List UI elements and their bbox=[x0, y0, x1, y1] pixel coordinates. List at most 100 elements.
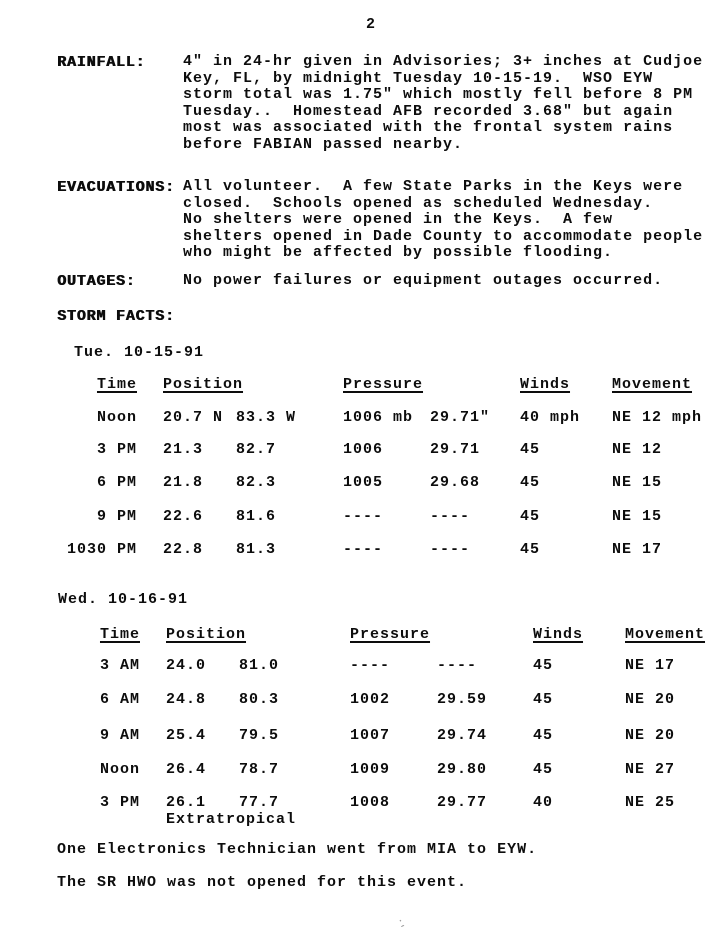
table-row: 9 AM 25.4 79.5 1007 29.74 45 NE 20 bbox=[60, 727, 708, 744]
cell-latitude: 24.0 bbox=[166, 657, 207, 674]
cell-latitude: 21.3 bbox=[163, 441, 204, 458]
cell-pressure-inches: 29.80 bbox=[437, 761, 488, 778]
table-row: 3 PM 21.3 82.7 1006 29.71 45 NE 12 bbox=[57, 441, 708, 458]
table-row: 6 AM 24.8 80.3 1002 29.59 45 NE 20 bbox=[60, 691, 708, 708]
column-header-position: Position bbox=[166, 626, 247, 643]
section-label-rainfall: RAINFALL: bbox=[57, 54, 146, 71]
cell-latitude: 24.8 bbox=[166, 691, 207, 708]
cell-winds: 40 mph bbox=[520, 409, 581, 426]
cell-pressure-inches: 29.68 bbox=[430, 474, 481, 491]
cell-pressure-mb: ---- bbox=[343, 541, 384, 558]
cell-time: 3 PM bbox=[96, 441, 137, 458]
column-header-position: Position bbox=[163, 376, 244, 393]
cell-time: Noon bbox=[99, 761, 140, 778]
cell-movement: NE 27 bbox=[625, 761, 676, 778]
cell-time: 9 PM bbox=[96, 508, 137, 525]
table-heading-wednesday: Wed. 10-16-91 bbox=[58, 591, 189, 608]
table-header-row: Time Position Pressure Winds Movement bbox=[60, 626, 708, 643]
cell-pressure-inches: 29.71 bbox=[430, 441, 481, 458]
column-header-winds: Winds bbox=[520, 376, 571, 393]
cell-winds: 45 bbox=[533, 657, 554, 674]
cell-longitude: 81.0 bbox=[239, 657, 280, 674]
table-row: 3 AM 24.0 81.0 ---- ---- 45 NE 17 bbox=[60, 657, 708, 674]
cell-movement: NE 15 bbox=[612, 474, 663, 491]
cell-longitude: 80.3 bbox=[239, 691, 280, 708]
section-storm-facts: STORM FACTS: bbox=[57, 308, 704, 325]
cell-pressure-mb: ---- bbox=[350, 657, 391, 674]
column-header-movement: Movement bbox=[612, 376, 693, 393]
section-evacuations: EVACUATIONS: All volunteer. A few State … bbox=[57, 178, 704, 262]
cell-time: 3 AM bbox=[99, 657, 140, 674]
cell-longitude: 81.3 bbox=[236, 541, 277, 558]
cell-longitude: 82.3 bbox=[236, 474, 277, 491]
section-label-storm-facts: STORM FACTS: bbox=[57, 308, 175, 325]
section-body-outages: No power failures or equipment outages o… bbox=[183, 272, 664, 289]
cell-winds: 45 bbox=[520, 541, 541, 558]
table-row-note: Extratropical bbox=[60, 811, 708, 828]
section-body-rainfall: 4" in 24-hr given in Advisories; 3+ inch… bbox=[183, 53, 704, 153]
section-label-evacuations: EVACUATIONS: bbox=[57, 179, 175, 196]
cell-latitude: 25.4 bbox=[166, 727, 207, 744]
column-header-movement: Movement bbox=[625, 626, 706, 643]
cell-longitude: 81.6 bbox=[236, 508, 277, 525]
table-row: 9 PM 22.6 81.6 ---- ---- 45 NE 15 bbox=[57, 508, 708, 525]
column-header-time: Time bbox=[99, 626, 140, 643]
cell-movement: NE 17 bbox=[612, 541, 663, 558]
cell-movement: NE 17 bbox=[625, 657, 676, 674]
cell-winds: 45 bbox=[533, 691, 554, 708]
cell-latitude: 26.4 bbox=[166, 761, 207, 778]
column-header-winds: Winds bbox=[533, 626, 584, 643]
cell-time: Noon bbox=[96, 409, 137, 426]
cell-latitude: 20.7 N bbox=[163, 409, 224, 426]
table-heading-tuesday: Tue. 10-15-91 bbox=[74, 344, 205, 361]
section-rainfall: RAINFALL: 4" in 24-hr given in Advisorie… bbox=[57, 53, 704, 154]
cell-pressure-mb: 1009 bbox=[350, 761, 391, 778]
cell-latitude: 22.6 bbox=[163, 508, 204, 525]
cell-movement: NE 15 bbox=[612, 508, 663, 525]
cell-longitude: 83.3 W bbox=[236, 409, 297, 426]
cell-longitude: 77.7 bbox=[239, 794, 280, 811]
table-row: Noon 20.7 N 83.3 W 1006 mb 29.71" 40 mph… bbox=[57, 409, 708, 426]
cell-latitude: 26.1 bbox=[166, 794, 207, 811]
cell-pressure-inches: ---- bbox=[430, 508, 471, 525]
footer-note-technician: One Electronics Technician went from MIA… bbox=[57, 841, 538, 858]
cell-time: 3 PM bbox=[99, 794, 140, 811]
storm-facts-table-tuesday: Time Position Pressure Winds Movement No… bbox=[57, 374, 708, 574]
storm-facts-table-wednesday: Time Position Pressure Winds Movement 3 … bbox=[60, 624, 708, 839]
cell-time: 6 AM bbox=[99, 691, 140, 708]
page-number: 2 bbox=[366, 16, 377, 33]
column-header-pressure: Pressure bbox=[350, 626, 431, 643]
cell-movement: NE 12 mph bbox=[612, 409, 703, 426]
cell-pressure-mb: 1002 bbox=[350, 691, 391, 708]
cell-pressure-mb: ---- bbox=[343, 508, 384, 525]
cell-winds: 45 bbox=[520, 508, 541, 525]
cell-pressure-mb: 1008 bbox=[350, 794, 391, 811]
cell-time: 6 PM bbox=[96, 474, 137, 491]
cell-winds: 45 bbox=[520, 474, 541, 491]
cell-longitude: 82.7 bbox=[236, 441, 277, 458]
cell-pressure-mb: 1006 mb bbox=[343, 409, 414, 426]
column-header-pressure: Pressure bbox=[343, 376, 424, 393]
cell-movement: NE 25 bbox=[625, 794, 676, 811]
cell-extratropical-note: Extratropical bbox=[166, 811, 297, 828]
table-row: Noon 26.4 78.7 1009 29.80 45 NE 27 bbox=[60, 761, 708, 778]
footer-note-hwo: The SR HWO was not opened for this event… bbox=[57, 874, 468, 891]
cell-pressure-inches: 29.77 bbox=[437, 794, 488, 811]
cell-time: 1030 PM bbox=[66, 541, 137, 558]
table-row: 1030 PM 22.8 81.3 ---- ---- 45 NE 17 bbox=[57, 541, 708, 558]
cell-latitude: 21.8 bbox=[163, 474, 204, 491]
column-header-time: Time bbox=[96, 376, 137, 393]
table-row: 6 PM 21.8 82.3 1005 29.68 45 NE 15 bbox=[57, 474, 708, 491]
table-row: 3 PM 26.1 77.7 1008 29.77 40 NE 25 bbox=[60, 794, 708, 811]
cell-winds: 45 bbox=[533, 727, 554, 744]
cell-movement: NE 20 bbox=[625, 727, 676, 744]
cell-pressure-inches: 29.74 bbox=[437, 727, 488, 744]
cell-pressure-mb: 1007 bbox=[350, 727, 391, 744]
scan-artifact: ·‚ bbox=[394, 915, 410, 931]
cell-pressure-inches: 29.59 bbox=[437, 691, 488, 708]
section-body-evacuations: All volunteer. A few State Parks in the … bbox=[183, 178, 704, 262]
cell-latitude: 22.8 bbox=[163, 541, 204, 558]
cell-movement: NE 12 bbox=[612, 441, 663, 458]
cell-pressure-inches: 29.71" bbox=[430, 409, 491, 426]
